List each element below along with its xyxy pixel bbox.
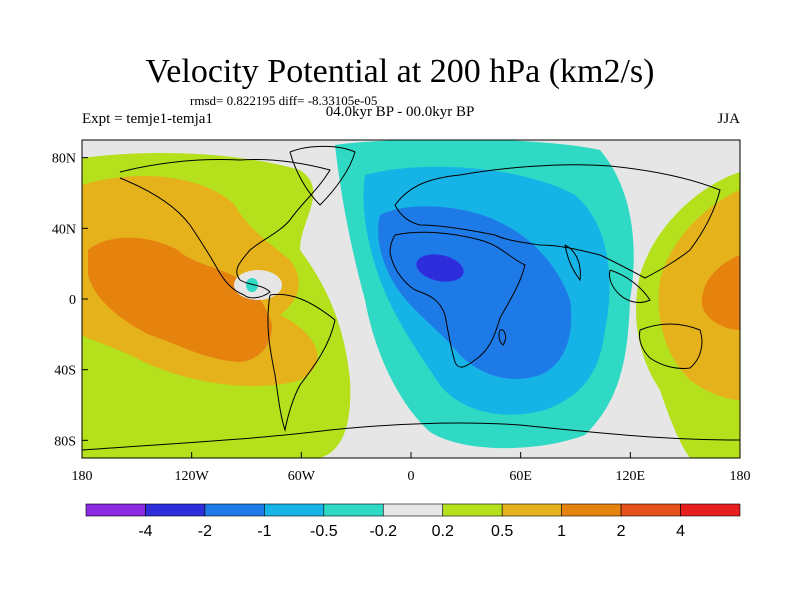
lon-tick-label: 180: [72, 469, 93, 484]
colorbar-box: [501, 503, 562, 517]
lon-tick-label: 180: [730, 469, 751, 484]
lon-tick-label: 0: [408, 469, 415, 484]
colorbar-label: 2: [617, 523, 626, 540]
coast-se-asia: [609, 269, 651, 303]
lat-tick-label: 80N: [52, 152, 76, 167]
colorbar-box: [204, 503, 265, 517]
coastlines: [82, 145, 740, 451]
colorbar-label: 0.5: [491, 523, 513, 540]
colorbar-box: [442, 503, 503, 517]
coast-greenland: [289, 145, 356, 206]
colorbar-box: [145, 503, 206, 517]
coast-australia: [639, 323, 703, 369]
colorbar: -4 -2 -1 -0.5 -0.2 0.2 0.5 1 2 4: [85, 503, 741, 540]
colorbar-box: [264, 503, 325, 517]
colorbar-label: -2: [198, 523, 212, 540]
colorbar-label: 4: [676, 523, 685, 540]
longitude-axis: 180 120W 60W 0 60E 120E 180: [72, 452, 751, 484]
lon-tick-label: 120E: [616, 469, 646, 484]
colorbar-box: [382, 503, 444, 517]
velocity-potential-field: [82, 140, 740, 458]
colorbar-box: [323, 503, 384, 517]
westpac-positive-high: [701, 255, 740, 330]
coast-madagascar: [498, 329, 507, 346]
lat-tick-label: 0: [69, 293, 76, 308]
coast-south-america: [267, 293, 336, 432]
coast-africa: [389, 231, 526, 368]
colorbar-label: 0.2: [432, 523, 454, 540]
colorbar-box: [561, 503, 622, 517]
coast-eurasia: [394, 164, 721, 279]
colorbar-box: [620, 503, 681, 517]
pacific-positive-high: [88, 237, 272, 362]
map-title: Velocity Potential at 200 hPa (km2/s): [145, 53, 655, 90]
season-label: JJA: [717, 111, 740, 127]
colorbar-box: [680, 503, 741, 517]
lat-tick-label: 40N: [52, 222, 76, 237]
stats-text: rmsd= 0.822195 diff= -8.33105e-05: [190, 93, 378, 108]
colorbar-label: -4: [138, 523, 152, 540]
lon-tick-label: 120W: [175, 469, 210, 484]
colorbar-label: -0.2: [369, 523, 397, 540]
lon-tick-label: 60W: [288, 469, 316, 484]
negative-inner: [378, 206, 572, 379]
negative-core: [416, 254, 464, 282]
lat-tick-label: 40S: [54, 364, 76, 379]
colorbar-box: [85, 503, 146, 517]
lat-tick-label: 80S: [54, 434, 76, 449]
colorbar-label: 1: [557, 523, 566, 540]
caribbean-negative: [246, 278, 258, 292]
coast-north-america: [119, 159, 331, 299]
colorbar-label: -1: [257, 523, 271, 540]
experiment-label: Expt = temje1-temja1: [82, 111, 213, 127]
westpac-positive-mid: [658, 190, 740, 400]
period-label: 04.0kyr BP - 00.0kyr BP: [325, 104, 475, 120]
lon-tick-label: 60E: [509, 469, 532, 484]
colorbar-label: -0.5: [310, 523, 338, 540]
coast-india: [564, 244, 581, 282]
latitude-axis: 80N 40N 0 40S 80S: [52, 152, 88, 449]
coast-antarctica: [82, 422, 740, 451]
